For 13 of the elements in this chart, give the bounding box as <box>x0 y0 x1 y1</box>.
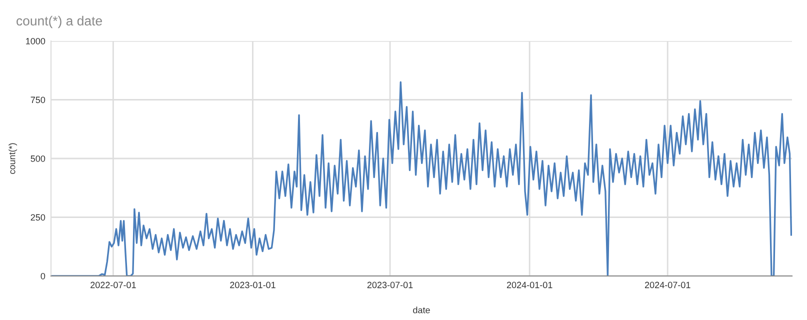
x-tick-label: 2022-07-01 <box>90 282 136 288</box>
x-tick-label: 2023-07-01 <box>367 282 413 288</box>
chart-title: count(*) a date <box>16 16 102 28</box>
y-tick-label: 500 <box>30 155 46 162</box>
y-tick-label: 750 <box>30 96 46 104</box>
y-tick-label: 1000 <box>26 38 46 44</box>
x-tick-label: 2023-01-01 <box>230 282 276 288</box>
x-axis-title: date <box>413 306 430 314</box>
x-tick-label: 2024-01-01 <box>506 282 552 288</box>
x-tick-label: 2024-07-01 <box>644 282 690 288</box>
y-tick-label: 250 <box>30 214 46 221</box>
y-tick-label: 0 <box>40 272 46 280</box>
y-axis-title: count(*) <box>8 143 18 174</box>
